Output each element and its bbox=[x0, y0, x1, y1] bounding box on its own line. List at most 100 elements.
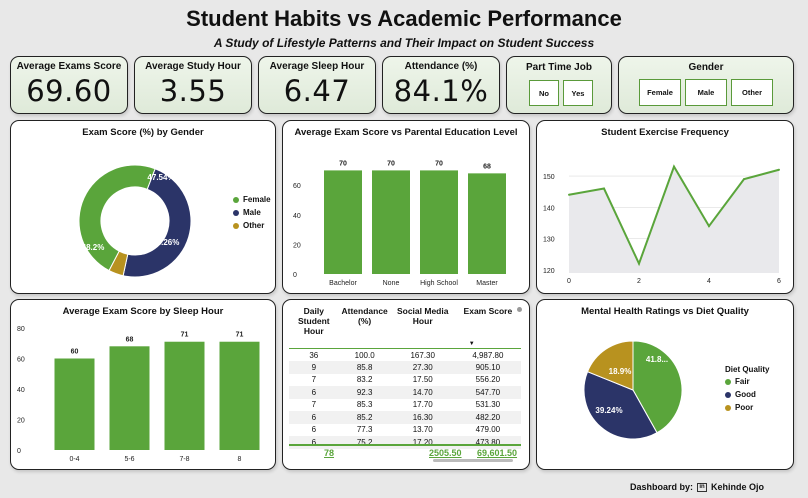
page-subtitle: A Study of Lifestyle Patterns and Their … bbox=[213, 36, 595, 50]
table-cell: 36 bbox=[309, 350, 319, 360]
chart-title: Exam Score (%) by Gender bbox=[82, 127, 204, 138]
table-row[interactable]: 36 100.0 167.30 4,987.80 bbox=[289, 349, 521, 362]
slice-female bbox=[78, 164, 156, 272]
bar-data-label: 68 bbox=[483, 163, 491, 170]
slice-male bbox=[122, 168, 192, 278]
data-point bbox=[603, 187, 605, 190]
table-scrollbar[interactable] bbox=[433, 459, 513, 462]
kpi-card-attendance: Attendance (%) 84.1% bbox=[382, 56, 500, 114]
x-tick-label: 0 bbox=[567, 278, 571, 285]
table-cell: 9 bbox=[289, 361, 339, 374]
data-point bbox=[568, 193, 570, 196]
table-cell: 85.2 bbox=[338, 411, 391, 424]
table-cell: 7 bbox=[311, 375, 317, 385]
kpi-value: 6.47 bbox=[283, 74, 351, 108]
area-fill bbox=[569, 166, 779, 273]
x-tick-label: None bbox=[383, 280, 400, 287]
data-point bbox=[778, 168, 780, 171]
kpi-label: Average Sleep Hour bbox=[269, 61, 365, 72]
kpi-label: Average Study Hour bbox=[145, 61, 241, 72]
slice-good bbox=[583, 371, 658, 440]
x-tick-label: Bachelor bbox=[329, 280, 357, 287]
parental-education-chart-card: Average Exam Score vs Parental Education… bbox=[282, 120, 530, 294]
legend-item-fair[interactable]: Fair bbox=[725, 377, 769, 386]
gender-female-button[interactable]: Female bbox=[639, 79, 681, 106]
table-cell: 547.70 bbox=[454, 386, 521, 399]
parental-education-bar-chart: 0 20 40 60 70 Bachelor 70 None 70 High School 68 Ma… bbox=[293, 160, 506, 287]
part-time-yes-button[interactable]: Yes bbox=[563, 80, 593, 106]
table-cell: 13.70 bbox=[412, 425, 433, 435]
page-title: Student Habits vs Academic Performance bbox=[186, 6, 622, 31]
table-cell: 83.2 bbox=[356, 375, 373, 385]
legend-item-other[interactable]: Other bbox=[233, 221, 271, 230]
bar-data-label: 70 bbox=[339, 160, 347, 167]
bar-high-school bbox=[420, 170, 458, 274]
table-cell: 482.20 bbox=[454, 411, 521, 424]
x-tick-label: 8 bbox=[238, 456, 242, 463]
legend-item-female[interactable]: Female bbox=[233, 195, 271, 204]
linkedin-icon[interactable]: in bbox=[696, 482, 707, 492]
column-header[interactable]: Social Media Hour bbox=[396, 306, 449, 326]
table-row[interactable]: 9 85.8 27.30 905.10 bbox=[289, 361, 521, 374]
x-tick-label: 7-8 bbox=[179, 456, 189, 463]
table-row[interactable]: 6 85.2 16.30 482.20 bbox=[289, 411, 521, 424]
table-cell: 4,987.80 bbox=[472, 350, 504, 360]
table-cell: 85.8 bbox=[338, 361, 391, 374]
table-cell: 16.30 bbox=[390, 411, 455, 424]
table-row[interactable]: 7 83.2 17.50 556.20 bbox=[289, 374, 521, 387]
table-cell: 6 bbox=[311, 425, 317, 435]
diet-quality-pie-chart: 41.8... 39.24% 18.9% bbox=[583, 340, 683, 440]
column-header[interactable]: Attendance (%) bbox=[341, 306, 388, 326]
slice-fair bbox=[632, 340, 683, 434]
y-tick-label: 120 bbox=[543, 268, 555, 275]
gender-legend: Female Male Other bbox=[233, 195, 271, 234]
sort-arrow-icon[interactable]: ▼ bbox=[468, 341, 475, 347]
table-row[interactable]: 7 85.3 17.70 531.30 bbox=[289, 399, 521, 412]
table-row[interactable]: 6 92.3 14.70 547.70 bbox=[289, 386, 521, 399]
bar-bachelor bbox=[324, 170, 362, 274]
chart-title: Average Exam Score by Sleep Hour bbox=[62, 306, 224, 317]
table-menu-icon[interactable] bbox=[517, 307, 522, 312]
bar-none bbox=[372, 170, 410, 274]
bar-data-label: 60 bbox=[71, 349, 79, 356]
sleep-hour-chart-card: Average Exam Score by Sleep Hour 0 20 40 60… bbox=[10, 299, 276, 470]
student-table-card: Daily Student Hour Attendance (%) Social… bbox=[282, 299, 530, 470]
table-cell: 92.3 bbox=[338, 386, 391, 399]
x-tick-label: 6 bbox=[777, 278, 781, 285]
column-header[interactable]: Daily Student Hour bbox=[298, 306, 330, 336]
kpi-value: 69.60 bbox=[26, 74, 112, 108]
diet-legend: Diet Quality Fair Good Poor bbox=[725, 365, 769, 416]
table-cell: 6 bbox=[289, 411, 339, 424]
legend-item-good[interactable]: Good bbox=[725, 390, 769, 399]
bar-data-label: 71 bbox=[181, 332, 189, 339]
y-tick-label: 60 bbox=[293, 183, 301, 190]
column-header[interactable]: Exam Score bbox=[463, 306, 513, 316]
author-name: Kehinde Ojo bbox=[710, 482, 764, 492]
y-tick-label: 0 bbox=[293, 272, 297, 279]
chart-title: Student Exercise Frequency bbox=[601, 127, 729, 138]
x-tick-label: High School bbox=[420, 280, 458, 287]
legend-item-male[interactable]: Male bbox=[233, 208, 271, 217]
slicer-part-time-job: Part Time Job No Yes bbox=[506, 56, 612, 114]
gender-male-button[interactable]: Male bbox=[685, 79, 727, 106]
chart-title: Mental Health Ratings vs Diet Quality bbox=[581, 306, 749, 317]
gender-other-button[interactable]: Other bbox=[731, 79, 773, 106]
legend-item-poor[interactable]: Poor bbox=[725, 403, 769, 412]
table-cell: 85.3 bbox=[356, 400, 373, 410]
table-cell: 17.70 bbox=[412, 400, 433, 410]
bar-data-label: 70 bbox=[435, 160, 443, 167]
table-row[interactable]: 6 77.3 13.70 479.00 bbox=[289, 424, 521, 437]
data-label: 48.2% bbox=[82, 243, 105, 252]
gender-donut-chart-card: Exam Score (%) by Gender 48.2% 47.54% 4.26… bbox=[10, 120, 276, 294]
total-study-hour: 78 bbox=[324, 448, 335, 458]
table-cell: 556.20 bbox=[475, 375, 501, 385]
part-time-no-button[interactable]: No bbox=[529, 80, 559, 106]
bar-8 bbox=[219, 341, 260, 450]
bar-data-label: 71 bbox=[236, 332, 244, 339]
kpi-card-exam-score: Average Exams Score 69.60 bbox=[10, 56, 128, 114]
table-cell: 6 bbox=[289, 386, 339, 399]
y-tick-label: 40 bbox=[17, 387, 25, 394]
data-label: 4.26% bbox=[157, 238, 180, 247]
kpi-label: Attendance (%) bbox=[404, 61, 478, 72]
sleep-hour-bar-chart: 0 20 40 60 80 60 0-4 68 5-6 71 7-8 71 8 bbox=[17, 326, 260, 463]
